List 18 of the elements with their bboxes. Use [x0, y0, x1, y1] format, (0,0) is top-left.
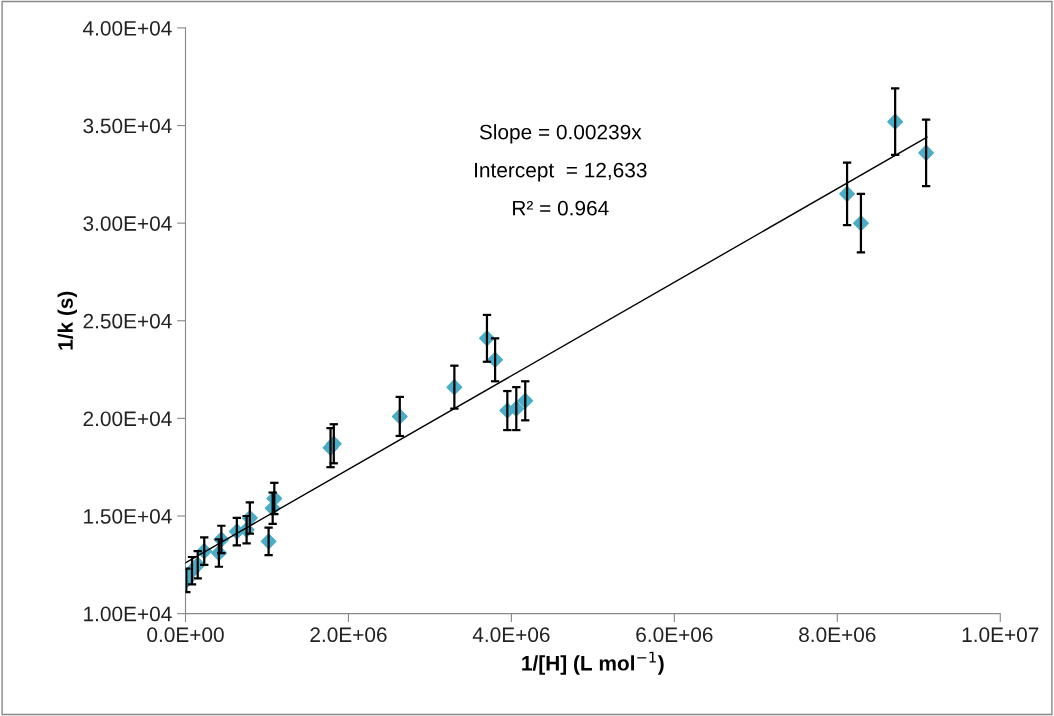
- x-tick-label: 1.0E+07: [962, 627, 1039, 643]
- annotation: Slope = 0.00239x: [479, 124, 642, 144]
- x-axis-title: 1/[H] (L mol$^{−1}$): [522, 651, 664, 675]
- x-tick-label: 0.0E+00: [147, 627, 224, 643]
- y-tick-label: 4.00E+04: [83, 20, 172, 36]
- annotation: Intercept = 12,633: [475, 162, 647, 182]
- x-tick-label: 2.0E+06: [310, 627, 387, 643]
- y-tick-label: 2.00E+04: [83, 411, 172, 427]
- y-tick-label: 1.50E+04: [84, 509, 172, 524]
- y-tick-label: 1.00E+04: [84, 606, 172, 622]
- y-axis-title: 1/k (s): [57, 291, 77, 350]
- y-tick-label: 3.00E+04: [83, 216, 172, 231]
- y-tick-label: 3.50E+04: [83, 118, 172, 134]
- y-tick-label: 2.50E+04: [83, 313, 172, 329]
- x-tick-label: 8.0E+06: [799, 627, 876, 643]
- annotation: R² = 0.964: [513, 200, 609, 216]
- x-tick-label: 6.0E+06: [636, 627, 713, 643]
- x-tick-label: 4.0E+06: [472, 627, 550, 643]
